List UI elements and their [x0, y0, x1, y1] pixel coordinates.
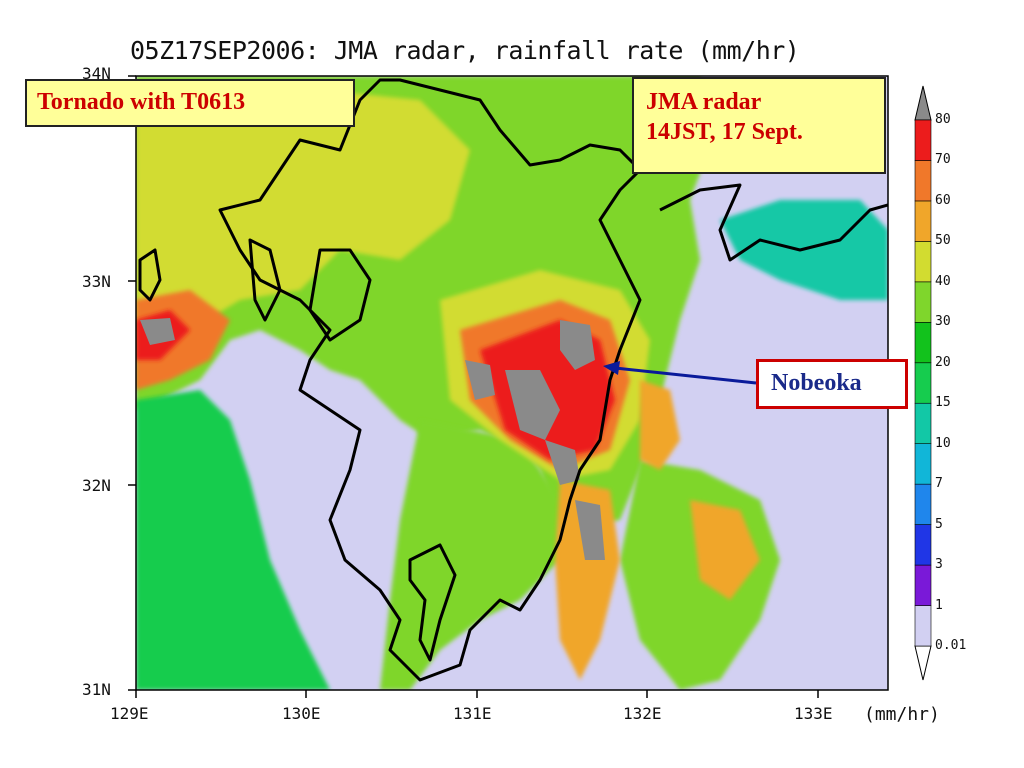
colorbar-segment — [914, 605, 932, 647]
nobeoka-callout-text: Nobeoka — [771, 370, 862, 396]
nobeoka-callout: Nobeoka — [756, 359, 908, 409]
colorbar-segment — [914, 85, 932, 121]
x-tick-label: 130E — [282, 704, 321, 723]
colorbar-segment — [914, 402, 932, 444]
y-tick-label: 32N — [82, 476, 111, 495]
colorbar-level-label: 50 — [935, 233, 951, 249]
x-tick-label: 131E — [453, 704, 492, 723]
x-tick-label: 133E — [794, 704, 833, 723]
tornado-callout-text: Tornado with T0613 — [37, 89, 246, 115]
colorbar-level-label: 20 — [935, 354, 951, 370]
extreme-rain-cells — [140, 318, 605, 560]
colorbar-segment — [914, 645, 932, 681]
colorbar-segment — [914, 200, 932, 242]
rain-area-heavy-east — [640, 380, 680, 470]
rain-area-west-coast — [136, 390, 330, 690]
colorbar-level-label: 3 — [935, 557, 943, 573]
axis-ticks — [128, 75, 819, 698]
y-tick-label: 33N — [82, 272, 111, 291]
x-tick-label: 132E — [623, 704, 662, 723]
colorbar-level-label: 30 — [935, 314, 951, 330]
tornado-callout: Tornado with T0613 — [25, 79, 355, 127]
colorbar-level-label: 0.01 — [935, 638, 967, 653]
x-tick-label: 129E — [110, 704, 149, 723]
colorbar-segment — [914, 119, 932, 161]
rainfall-field — [136, 76, 888, 690]
nobeoka-arrow — [603, 361, 757, 385]
rain-area-south-band — [380, 420, 560, 690]
colorbar-level-label: 1 — [935, 597, 943, 613]
jma-callout-line1: JMA radar — [646, 89, 762, 115]
colorbar-segment — [914, 322, 932, 364]
colorbar-segment — [914, 443, 932, 485]
rain-area-heavy-southeast — [555, 480, 620, 680]
coastline — [138, 78, 888, 682]
rain-area-heavy-se-cells — [690, 500, 760, 600]
jma-callout-line2: 14JST, 17 Sept. — [646, 119, 803, 145]
colorbar-level-label: 60 — [935, 192, 951, 208]
colorbar-level-label: 70 — [935, 152, 951, 168]
colorbar-level-label: 10 — [935, 435, 951, 451]
colorbar-segment — [914, 524, 932, 566]
colorbar-segment — [914, 483, 932, 525]
y-tick-label: 31N — [82, 680, 111, 699]
colorbar — [914, 85, 932, 681]
jma-radar-callout: JMA radar 14JST, 17 Sept. — [632, 77, 886, 174]
colorbar-level-label: 80 — [935, 112, 951, 127]
units-label: (mm/hr) — [864, 704, 940, 725]
rain-area-moderate-west — [136, 90, 470, 340]
y-tick-label: 34N — [82, 64, 111, 83]
colorbar-level-label: 40 — [935, 273, 951, 289]
colorbar-level-label: 15 — [935, 395, 951, 411]
colorbar-segment — [914, 362, 932, 404]
colorbar-segment — [914, 160, 932, 202]
colorbar-segment — [914, 281, 932, 323]
colorbar-level-label: 5 — [935, 516, 943, 532]
colorbar-segment — [914, 241, 932, 283]
colorbar-level-label: 7 — [935, 476, 943, 492]
colorbar-segment — [914, 564, 932, 606]
figure-title: 05Z17SEP2006: JMA radar, rainfall rate (… — [130, 36, 800, 65]
